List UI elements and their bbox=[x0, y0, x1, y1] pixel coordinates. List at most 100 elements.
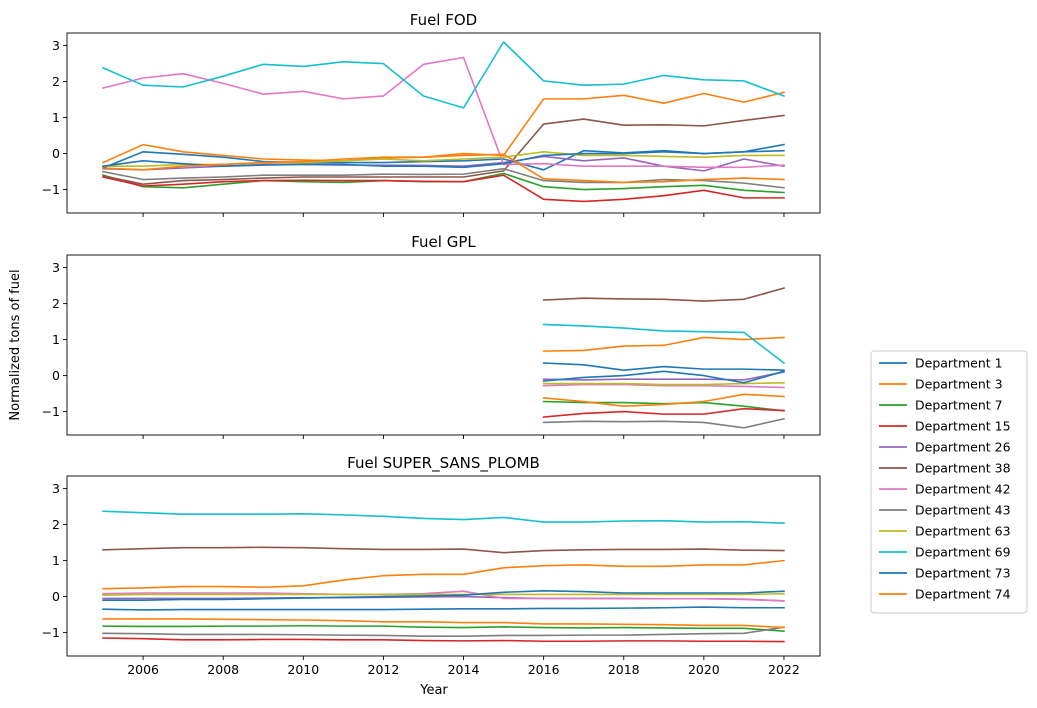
series-line-department-43 bbox=[102, 626, 785, 638]
x-tick-label: 2020 bbox=[688, 662, 720, 677]
legend-item: Department 69 bbox=[879, 545, 1011, 560]
x-tick: 2016 bbox=[528, 656, 560, 677]
y-tick-label: 3 bbox=[52, 481, 60, 496]
legend-item: Department 7 bbox=[879, 398, 1003, 413]
series-line-department-73 bbox=[102, 149, 785, 169]
panel-3: −1 0 1 2 3 2006 2008 2010 2012 2014 2016 2018 2020 20… bbox=[42, 454, 821, 677]
legend-item: Department 43 bbox=[879, 503, 1011, 518]
x-tick: 2012 bbox=[368, 656, 400, 677]
y-tick: 2 bbox=[52, 74, 67, 89]
series-line-department-38 bbox=[102, 114, 785, 185]
x-tick-label: 2018 bbox=[608, 662, 640, 677]
x-tick: 2022 bbox=[768, 656, 800, 677]
x-tick: 2006 bbox=[127, 656, 159, 677]
legend-label: Department 73 bbox=[915, 566, 1011, 581]
y-tick-label: 1 bbox=[52, 110, 60, 125]
plot-frame bbox=[66, 475, 821, 657]
panel-title: Fuel FOD bbox=[410, 11, 477, 29]
legend-label: Department 69 bbox=[915, 545, 1011, 560]
legend-item: Department 3 bbox=[879, 377, 1003, 392]
x-axis-label: Year bbox=[419, 683, 448, 698]
series-line-department-74 bbox=[542, 393, 785, 408]
plot-frame bbox=[66, 254, 821, 436]
y-tick-label: 0 bbox=[52, 368, 60, 383]
y-tick: 0 bbox=[52, 146, 67, 161]
legend-label: Department 74 bbox=[915, 587, 1011, 602]
x-tick-label: 2006 bbox=[127, 662, 159, 677]
y-tick: 3 bbox=[52, 260, 67, 275]
legend-label: Department 42 bbox=[915, 482, 1011, 497]
panel-1: −1 0 1 2 3 Fuel FOD bbox=[42, 11, 821, 217]
x-tick: 2014 bbox=[448, 656, 479, 677]
series-line-department-38 bbox=[542, 287, 785, 302]
y-tick: 0 bbox=[52, 368, 67, 383]
series-lines bbox=[102, 510, 785, 643]
legend-label: Department 26 bbox=[915, 440, 1011, 455]
y-tick: −1 bbox=[42, 404, 67, 419]
x-tick-label: 2012 bbox=[368, 662, 400, 677]
legend-item: Department 63 bbox=[879, 524, 1011, 539]
series-line-department-7 bbox=[102, 624, 785, 633]
y-tick: −1 bbox=[42, 625, 67, 640]
x-tick-label: 2010 bbox=[287, 662, 319, 677]
x-tick-label: 2016 bbox=[528, 662, 560, 677]
panel-title: Fuel SUPER_SANS_PLOMB bbox=[347, 454, 540, 473]
y-tick-label: 2 bbox=[52, 296, 60, 311]
y-tick: 3 bbox=[52, 38, 67, 53]
series-line-department-15 bbox=[102, 637, 785, 643]
x-tick-label: 2022 bbox=[768, 662, 800, 677]
series-line-department-15 bbox=[542, 407, 785, 418]
panels: −1 0 1 2 3 Fuel FOD −1 0 1 2 3 Fuel GPL −1 0 1 2 3 2006 20… bbox=[42, 11, 821, 677]
y-tick-label: 3 bbox=[52, 260, 60, 275]
y-tick-label: −1 bbox=[42, 625, 60, 640]
series-line-department-15 bbox=[102, 174, 785, 203]
legend-item: Department 15 bbox=[879, 419, 1011, 434]
y-tick-label: 2 bbox=[52, 74, 60, 89]
series-line-department-42 bbox=[102, 590, 785, 602]
y-tick: 2 bbox=[52, 517, 67, 532]
series-line-department-43 bbox=[102, 167, 785, 189]
panel-title: Fuel GPL bbox=[411, 233, 476, 251]
legend-item: Department 42 bbox=[879, 482, 1011, 497]
series-line-department-43 bbox=[542, 417, 785, 429]
y-tick: 1 bbox=[52, 553, 67, 568]
series-line-department-1 bbox=[102, 143, 785, 171]
series-line-department-73 bbox=[542, 370, 785, 384]
series-line-department-42 bbox=[542, 383, 785, 389]
legend-item: Department 74 bbox=[879, 587, 1011, 602]
y-axis-label: Normalized tons of fuel bbox=[8, 269, 23, 420]
y-tick-label: 0 bbox=[52, 146, 60, 161]
series-line-department-42 bbox=[102, 56, 785, 169]
series-lines bbox=[101, 41, 785, 203]
series-line-department-3 bbox=[101, 91, 785, 164]
x-tick: 2010 bbox=[287, 656, 319, 677]
series-lines bbox=[542, 287, 786, 429]
y-tick: 0 bbox=[52, 589, 67, 604]
legend-label: Department 3 bbox=[915, 377, 1003, 392]
legend-item: Department 26 bbox=[879, 440, 1011, 455]
legend-item: Department 1 bbox=[879, 356, 1003, 371]
legend-label: Department 38 bbox=[915, 461, 1011, 476]
y-tick: 1 bbox=[52, 332, 67, 347]
y-tick-label: 1 bbox=[52, 332, 60, 347]
legend-label: Department 15 bbox=[915, 419, 1011, 434]
y-tick: 1 bbox=[52, 110, 67, 125]
legend-label: Department 63 bbox=[915, 524, 1011, 539]
series-line-department-69 bbox=[102, 510, 785, 524]
series-line-department-1 bbox=[102, 606, 785, 611]
x-tick: 2020 bbox=[688, 656, 720, 677]
series-line-department-38 bbox=[102, 546, 785, 554]
legend-label: Department 1 bbox=[915, 356, 1003, 371]
plot-frame bbox=[66, 32, 821, 214]
legend-label: Department 7 bbox=[915, 398, 1003, 413]
series-line-department-73 bbox=[102, 590, 785, 602]
legend-item: Department 38 bbox=[879, 461, 1011, 476]
legend-label: Department 43 bbox=[915, 503, 1011, 518]
series-line-department-74 bbox=[102, 153, 785, 184]
legend-frame bbox=[870, 350, 1028, 614]
y-tick: 3 bbox=[52, 481, 67, 496]
y-tick: −1 bbox=[42, 182, 67, 197]
y-tick-label: 2 bbox=[52, 517, 60, 532]
y-tick-label: −1 bbox=[42, 182, 60, 197]
legend-item: Department 73 bbox=[879, 566, 1011, 581]
